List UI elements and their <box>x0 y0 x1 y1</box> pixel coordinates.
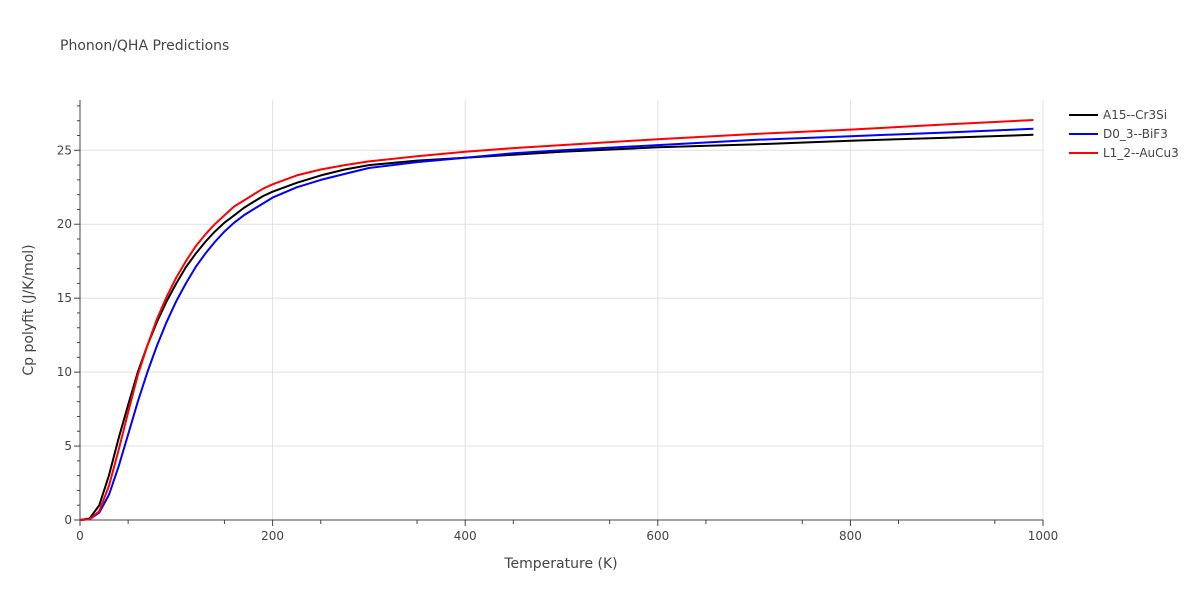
series-layer <box>79 119 1034 521</box>
y-axis-title: Cp polyfit (J/K/mol) <box>21 244 37 375</box>
series-line-d0-3-bif3 <box>79 127 1034 521</box>
legend-label: L1_2--AuCu3 <box>1103 146 1179 160</box>
y-tick-label: 5 <box>64 439 72 453</box>
x-tick-label: 1000 <box>1028 529 1059 543</box>
x-tick-label: 400 <box>454 529 477 543</box>
legend-label: D0_3--BiF3 <box>1103 127 1168 141</box>
y-tick-label: 20 <box>57 217 72 231</box>
y-tick-label: 25 <box>57 143 72 157</box>
legend-label: A15--Cr3Si <box>1103 108 1167 122</box>
x-tick-label: 200 <box>261 529 284 543</box>
axes: 0 200 400 600 800 1000 0 5 10 15 20 25 <box>57 100 1059 543</box>
y-tick-label: 15 <box>57 291 72 305</box>
x-tick-label: 0 <box>76 529 84 543</box>
y-tick-label: 0 <box>64 513 72 527</box>
x-axis-title: Temperature (K) <box>503 556 617 572</box>
x-tick-label: 600 <box>646 529 669 543</box>
series-line-a15-cr3si <box>79 133 1034 521</box>
grid <box>80 100 1044 520</box>
y-tick-label: 10 <box>57 365 72 379</box>
series-line-l1-2-aucu3 <box>79 119 1034 521</box>
legend: A15--Cr3Si D0_3--BiF3 L1_2--AuCu3 <box>1069 108 1179 160</box>
x-tick-label: 800 <box>839 529 862 543</box>
chart-title: Phonon/QHA Predictions <box>60 38 229 54</box>
